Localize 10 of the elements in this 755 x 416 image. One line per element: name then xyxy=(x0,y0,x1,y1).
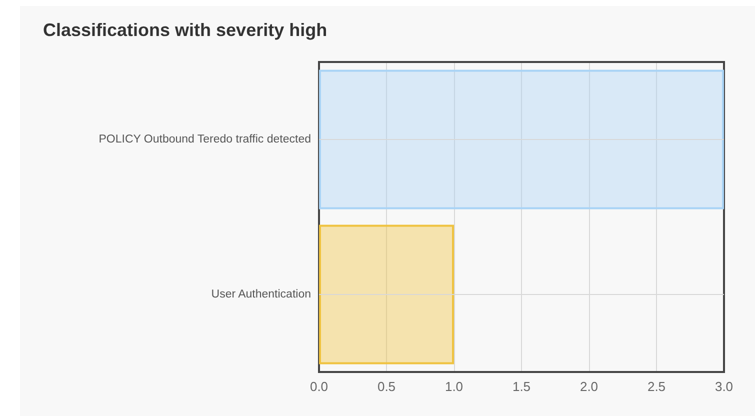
x-tick-label: 1.5 xyxy=(512,379,531,394)
y-tick-label: POLICY Outbound Teredo traffic detected xyxy=(98,134,311,146)
x-tick-label: 0.5 xyxy=(377,379,396,394)
x-tick-label: 3.0 xyxy=(714,379,734,394)
x-tick-label: 2.5 xyxy=(647,379,666,394)
x-tick-label: 0.0 xyxy=(310,379,328,394)
x-tick-label: 1.0 xyxy=(444,379,464,394)
chart-title: Classifications with severity high xyxy=(43,20,328,40)
y-tick-label: User Authentication xyxy=(211,288,311,300)
x-tick-label: 2.0 xyxy=(580,379,598,394)
